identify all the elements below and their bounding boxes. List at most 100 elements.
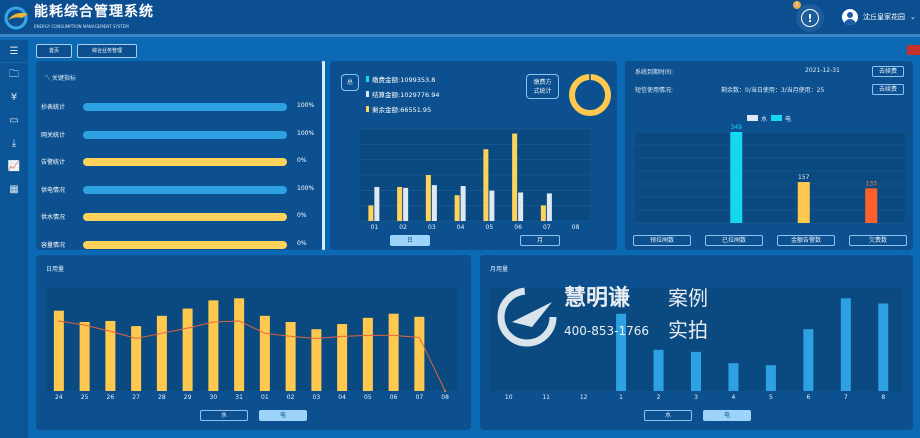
kpi-label: 供电情况 xyxy=(41,186,66,194)
bar xyxy=(425,175,431,221)
kpi-title: 〽 关键指标 xyxy=(44,75,76,82)
line-point xyxy=(109,330,112,333)
bar xyxy=(156,315,167,391)
remaining-amount: 剩余金额:66551.95 xyxy=(366,104,431,114)
data-label: 133 xyxy=(866,180,878,187)
renew-button[interactable]: 去续费 xyxy=(872,66,904,77)
renew-sms-button[interactable]: 去续费 xyxy=(872,84,904,95)
total-tag: 总 xyxy=(341,74,359,91)
bar xyxy=(368,205,374,221)
kpi-value: 100% xyxy=(297,102,315,109)
x-tick-label: 01 xyxy=(261,394,269,401)
bar xyxy=(616,313,627,391)
swatch xyxy=(366,91,369,97)
x-tick-label: 4 xyxy=(732,394,736,401)
monitor-icon[interactable]: ▭ xyxy=(9,115,19,126)
bar xyxy=(259,315,270,391)
kpi-value: 0% xyxy=(297,212,307,219)
kpi-row: 告警统计 0% xyxy=(41,156,321,168)
legend-swatch-electric xyxy=(771,115,782,121)
x-tick-label: 27 xyxy=(132,394,140,401)
water-button[interactable]: 水 xyxy=(644,410,692,421)
data-label: 349 xyxy=(731,124,743,131)
month-button[interactable]: 月 xyxy=(520,235,560,246)
kpi-row: 网关统计 100% xyxy=(41,129,321,141)
menu-icon[interactable]: ☰ xyxy=(0,40,28,63)
day-button[interactable]: 日 xyxy=(390,235,430,246)
x-tick-label: 07 xyxy=(416,394,424,401)
line-point xyxy=(418,336,421,339)
x-tick-label: 26 xyxy=(107,394,115,401)
x-tick-label: 05 xyxy=(364,394,372,401)
exclamation-icon: ! xyxy=(801,9,819,27)
bar xyxy=(311,329,322,391)
bar xyxy=(797,182,810,223)
app-header: 能耗综合管理系统 ENERGY CONSUMPTION MANAGEMENT S… xyxy=(0,0,920,37)
line-point xyxy=(289,335,292,338)
bar xyxy=(388,313,399,391)
daily-usage-chart: 24 25 26 27 28 29 30 31 01 02 03 04 05 06 07 08 xyxy=(46,255,458,401)
bar xyxy=(728,363,739,391)
bar xyxy=(460,186,466,221)
daily-title: 日用量 xyxy=(46,266,65,273)
bar xyxy=(546,193,552,221)
bar xyxy=(374,186,380,221)
bar xyxy=(518,192,524,221)
electric-button[interactable]: 电 xyxy=(259,410,307,421)
chevron-down-icon: ⌄ xyxy=(910,13,916,21)
x-tick-label: 02 xyxy=(287,394,295,401)
line-point xyxy=(160,332,163,335)
x-tick-label: 03 xyxy=(428,224,436,231)
sms-value: 剩余数：0/当日使用：3/当月使用：25 xyxy=(721,87,825,94)
x-tick-label: 25 xyxy=(81,394,89,401)
kpi-panel: 〽 关键指标 抄表统计 100% 网关统计 100% 告警统计 0% 供电情况 100% 供水情… xyxy=(36,61,322,250)
monthly-usage-chart: 10 11 12 1 2 3 4 5 6 7 8 xyxy=(490,255,902,401)
bar xyxy=(234,298,245,391)
breadcrumb-home[interactable]: 首页 xyxy=(36,44,72,58)
avatar xyxy=(842,9,858,25)
stat-button[interactable]: 预拉闸数 xyxy=(633,235,691,246)
kpi-progress-bar xyxy=(83,158,287,166)
bar xyxy=(730,132,743,223)
x-tick-label: 08 xyxy=(441,394,449,401)
download-folder-icon[interactable]: ⤓ xyxy=(11,138,17,149)
x-tick-label: 24 xyxy=(55,394,63,401)
x-tick-label: 8 xyxy=(881,394,885,401)
expire-label: 系统到期时间: xyxy=(635,69,674,76)
bar xyxy=(431,185,437,221)
bar xyxy=(840,298,851,391)
stat-button[interactable]: 欠费数 xyxy=(849,235,907,246)
x-tick-label: 07 xyxy=(543,224,551,231)
stat-button[interactable]: 已拉闸数 xyxy=(705,235,763,246)
line-chart-icon[interactable]: 📈 xyxy=(7,161,21,172)
bar xyxy=(454,195,460,221)
line-point xyxy=(57,319,60,322)
monthly-title: 月用量 xyxy=(490,266,509,273)
x-tick-label: 08 xyxy=(572,224,580,231)
bar xyxy=(540,205,546,221)
scrollbar[interactable] xyxy=(322,61,325,250)
water-button[interactable]: 水 xyxy=(200,410,248,421)
bar xyxy=(512,133,518,221)
user-menu[interactable]: 沈丘皇家花园 ⌄ xyxy=(842,9,916,25)
alert-button[interactable]: ! 1 xyxy=(793,1,824,32)
x-tick-label: 10 xyxy=(505,394,513,401)
line-point xyxy=(263,332,266,335)
close-button[interactable] xyxy=(907,45,920,55)
bar xyxy=(403,187,409,221)
yuan-icon[interactable]: ¥ xyxy=(10,92,18,103)
bar xyxy=(362,317,373,391)
kpi-value: 0% xyxy=(297,239,307,247)
bar xyxy=(878,303,889,391)
stat-button[interactable]: 金额告警数 xyxy=(777,235,835,246)
bar xyxy=(865,188,878,223)
folder-icon[interactable]: 🗀 xyxy=(9,69,19,80)
x-tick-label: 12 xyxy=(580,394,588,401)
bar xyxy=(105,320,116,391)
breadcrumb-business[interactable]: 综合业务管理 xyxy=(77,44,137,58)
kpi-label: 抄表统计 xyxy=(41,104,66,111)
line-point xyxy=(135,337,138,340)
report-icon[interactable]: ▦ xyxy=(9,184,19,195)
line-point xyxy=(212,320,215,323)
electric-button[interactable]: 电 xyxy=(703,410,751,421)
